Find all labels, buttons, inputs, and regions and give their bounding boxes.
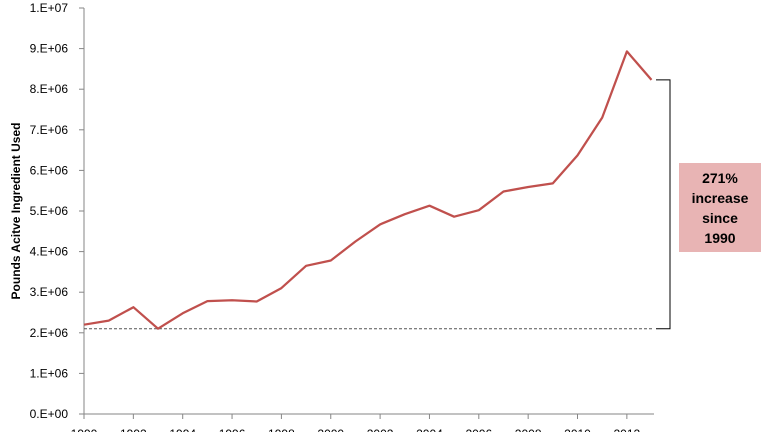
- y-tick-label: 1.E+06: [30, 366, 69, 380]
- series-line: [83, 50, 653, 330]
- x-axis: 1990 1992 1994 1996 1998 2000 2002 2004 2006 2008…: [71, 413, 654, 432]
- y-tick-label: 7.E+06: [30, 123, 69, 137]
- x-tick-label: 2002: [367, 427, 394, 432]
- x-tick-label: 1994: [169, 427, 196, 432]
- y-tick-label: 3.E+06: [30, 285, 69, 299]
- x-tick-label: 1992: [120, 427, 147, 432]
- x-tick-label: 2004: [416, 427, 443, 432]
- increase-annotation-box: 271% increase since 1990: [679, 163, 761, 252]
- y-tick-label: 5.E+06: [30, 204, 69, 218]
- annotation-line-4: 1990: [704, 229, 736, 246]
- annotation-line-3: since: [702, 209, 738, 226]
- y-axis: 0.E+00 1.E+06 2.E+06 3.E+06 4.E+06 5.E+06 6.E+…: [30, 1, 85, 421]
- annotation-line-2: increase: [691, 189, 749, 206]
- x-tick-label: 1998: [268, 427, 295, 432]
- x-tick-label: 2012: [614, 427, 641, 432]
- x-tick-label: 2006: [465, 427, 492, 432]
- y-tick-label: 1.E+07: [30, 1, 69, 15]
- y-tick-label: 4.E+06: [30, 245, 69, 259]
- increase-bracket: [656, 79, 671, 330]
- x-tick-label: 1996: [219, 427, 246, 432]
- y-axis-label: Pounds Acitve Ingredient Used: [9, 123, 23, 300]
- y-tick-label: 2.E+06: [30, 326, 69, 340]
- y-tick-label: 0.E+00: [30, 407, 69, 421]
- y-tick-label: 9.E+06: [30, 42, 69, 56]
- x-tick-label: 2008: [515, 427, 542, 432]
- x-tick-label: 2010: [564, 427, 591, 432]
- y-tick-label: 6.E+06: [30, 163, 69, 177]
- x-tick-label: 1990: [71, 427, 98, 432]
- x-tick-label: 2000: [317, 427, 344, 432]
- annotation-line-1: 271%: [702, 169, 738, 186]
- y-tick-label: 8.E+06: [30, 82, 69, 96]
